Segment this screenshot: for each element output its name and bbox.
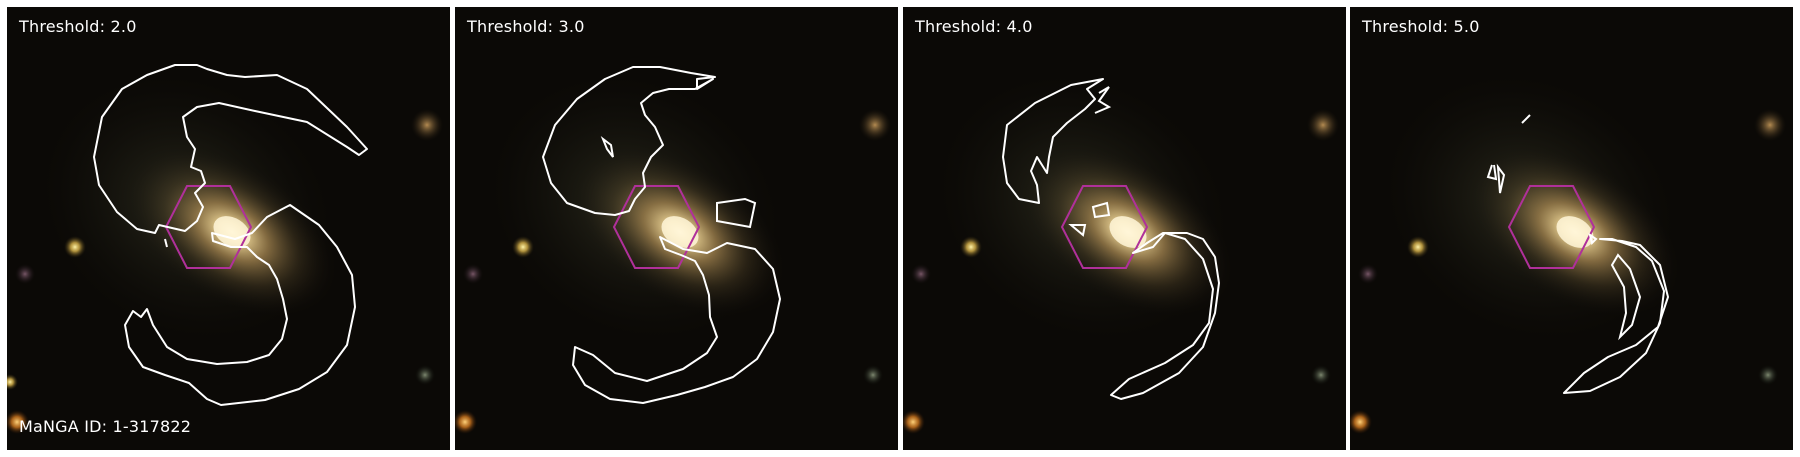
contour-speck — [600, 136, 614, 158]
contour-upper-arm — [93, 64, 368, 234]
panel-title: Threshold: 2.0 — [19, 17, 137, 36]
hexagon-ifu-footprint — [612, 185, 701, 269]
contour-lower-arm — [1563, 238, 1669, 394]
galaxy-image-3 — [903, 75, 1339, 434]
galaxy-image-2 — [455, 66, 891, 434]
panel-title: Threshold: 4.0 — [915, 17, 1033, 36]
panel-title: Threshold: 3.0 — [467, 17, 585, 36]
contour-speck — [164, 238, 168, 248]
contour-upper-arm — [1002, 78, 1104, 204]
galaxy-image-4 — [1350, 75, 1786, 434]
hexagon-ifu-footprint — [1060, 185, 1149, 269]
contour-speck — [1496, 163, 1506, 194]
contour-lower-arm — [572, 236, 781, 404]
contour-speck — [1588, 232, 1598, 245]
contour-lower-arm — [124, 204, 356, 406]
contour-lower-arm — [1110, 232, 1220, 400]
hexagon-ifu-footprint — [1507, 185, 1596, 269]
manga-id-label: MaNGA ID: 1-317822 — [19, 417, 192, 436]
image-panel-2: Threshold: 3.0 — [455, 7, 898, 450]
contour-upper-arm — [542, 66, 716, 216]
galaxy-image-1 — [7, 64, 443, 434]
contour-speck — [1068, 224, 1087, 237]
image-panel-3: Threshold: 4.0 — [903, 7, 1346, 450]
image-panel-4: Threshold: 5.0 — [1350, 7, 1793, 450]
contour-hook — [716, 197, 757, 229]
contour-speck — [1091, 201, 1111, 219]
contour-speck — [1486, 164, 1498, 181]
image-panel-1: Threshold: 2.0 MaNGA ID: 1-317822 — [7, 7, 450, 450]
contour-speck — [1521, 114, 1531, 124]
contour-inner — [1610, 253, 1642, 341]
panel-title: Threshold: 5.0 — [1362, 17, 1480, 36]
contour-speck — [1094, 86, 1112, 114]
